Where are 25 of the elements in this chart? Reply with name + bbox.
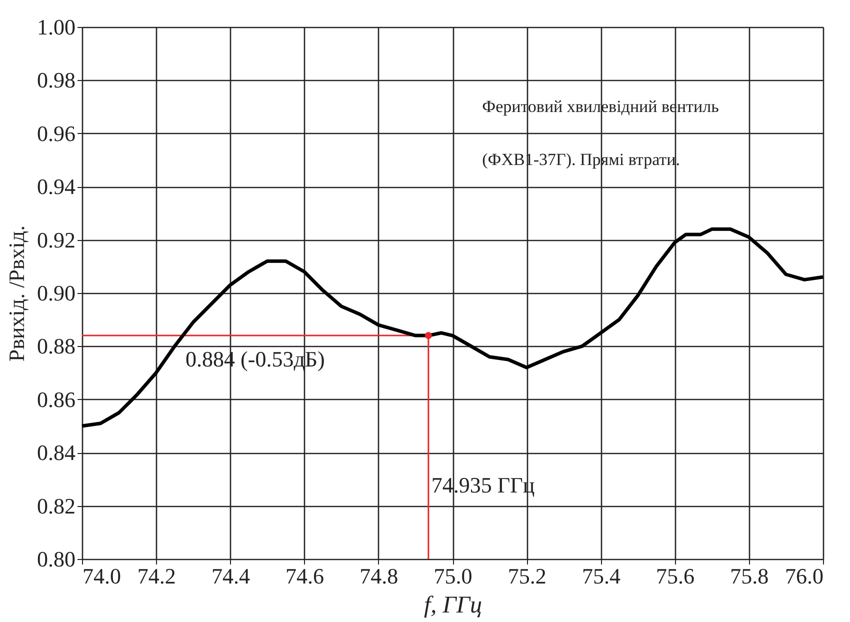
x-tick-label: 75.8 [730,564,769,588]
y-tick-label: 0.96 [37,120,76,146]
y-tick-label: 1.00 [37,14,76,40]
x-tick-label: 74.2 [137,564,176,588]
y-tick-label: 0.86 [37,386,76,412]
y-tick-label: 0.92 [37,227,76,252]
y-tick-label: 0.94 [37,174,76,200]
y-tick-label: 0.98 [37,68,76,93]
x-tick-label: 75.2 [508,564,546,588]
y-axis-title: Pвихід. /Pвхід. [4,225,29,362]
y-tick-label: 0.80 [37,546,76,572]
x-axis-title: f, ГГц [424,592,482,618]
y-tick-label: 0.84 [37,440,76,466]
x-tick-label: 75.6 [656,564,695,588]
y-tick-label: 0.90 [37,280,76,306]
line-series [80,227,825,428]
y-tick-label: 0.82 [37,493,76,518]
y-tick-label: 0.88 [37,334,76,359]
x-tick-label: 74.6 [286,564,324,588]
x-tick-label: 76.0 [785,564,824,588]
x-tick-label: 75.4 [582,564,620,588]
x-tick-label: 75.0 [434,564,472,588]
x-tick-label: 74.8 [360,564,398,588]
x-tick-label: 74.4 [211,564,250,588]
x-tick-label: 74.0 [82,564,121,588]
